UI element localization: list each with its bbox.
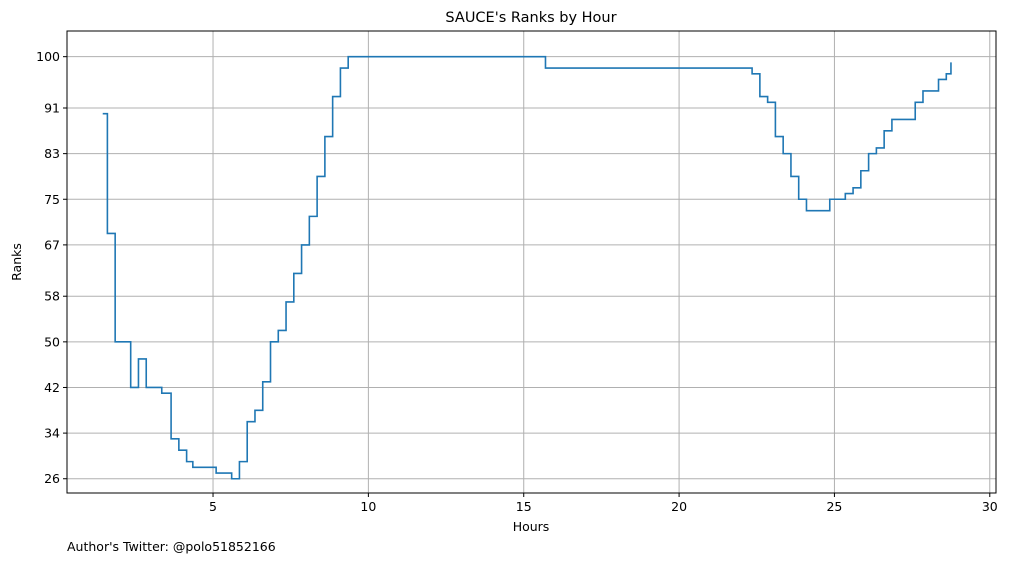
y-tick-label: 42 bbox=[44, 380, 60, 395]
author-credit: Author's Twitter: @polo51852166 bbox=[67, 539, 276, 554]
plot-frame bbox=[66, 30, 997, 494]
y-tick-label: 100 bbox=[36, 49, 60, 64]
y-tick-label: 67 bbox=[44, 237, 60, 252]
y-axis: 26 34 42 50 58 67 75 83 91 100 bbox=[36, 49, 67, 486]
x-tick-label: 30 bbox=[982, 499, 998, 514]
x-tick-label: 10 bbox=[360, 499, 376, 514]
x-tick-label: 5 bbox=[209, 499, 217, 514]
y-tick-label: 83 bbox=[44, 146, 60, 161]
series-layer bbox=[102, 55, 952, 480]
y-tick-label: 34 bbox=[44, 426, 60, 441]
y-axis-label: Ranks bbox=[9, 243, 24, 281]
grid-lines bbox=[67, 31, 996, 493]
x-tick-label: 20 bbox=[671, 499, 687, 514]
y-tick-label: 58 bbox=[44, 289, 60, 304]
rank-series-line bbox=[102, 55, 952, 480]
x-axis: 5 10 15 20 25 30 bbox=[209, 493, 998, 514]
y-tick-label: 50 bbox=[44, 334, 60, 349]
x-tick-label: 15 bbox=[516, 499, 532, 514]
y-tick-label: 91 bbox=[44, 101, 60, 116]
x-tick-label: 25 bbox=[826, 499, 842, 514]
chart-title: SAUCE's Ranks by Hour bbox=[445, 10, 616, 26]
x-axis-label: Hours bbox=[513, 519, 550, 534]
y-tick-label: 75 bbox=[44, 192, 60, 207]
y-tick-label: 26 bbox=[44, 471, 60, 486]
